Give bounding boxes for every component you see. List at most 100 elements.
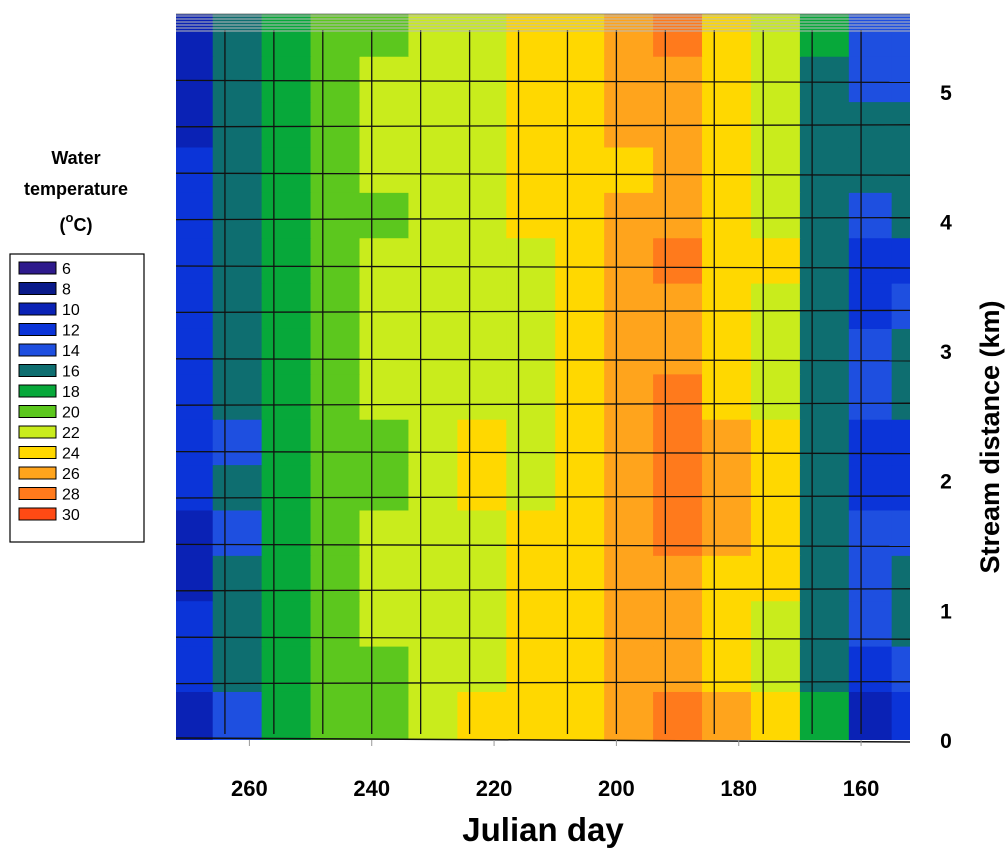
- heatmap-cell: [457, 146, 507, 193]
- heatmap-cell: [359, 283, 410, 329]
- legend-label: 18: [62, 384, 80, 401]
- grid-line-horizontal: [176, 358, 910, 362]
- heatmap-cell: [176, 555, 214, 602]
- heatmap-cell: [653, 56, 703, 103]
- y-tick-label: 0: [940, 730, 952, 753]
- grid-line-horizontal: [176, 216, 910, 221]
- legend-swatch: [18, 405, 57, 418]
- heatmap-cell: [891, 555, 910, 602]
- heatmap-cell: [310, 419, 361, 466]
- heatmap-cell: [506, 192, 556, 239]
- heatmap-cell: [212, 146, 263, 193]
- heatmap-cell: [506, 237, 556, 284]
- heatmap-cell: [799, 146, 850, 193]
- legend-label: 6: [62, 261, 71, 278]
- heatmap-cell: [261, 56, 312, 103]
- legend-label: 22: [62, 425, 80, 442]
- heatmap-cell: [750, 373, 801, 420]
- heatmap-cell: [555, 509, 605, 556]
- legend-swatch: [18, 487, 57, 500]
- heatmap-cell: [212, 509, 263, 556]
- heatmap-cell: [261, 509, 312, 556]
- heatmap-cell: [176, 646, 214, 692]
- heatmap-cell: [750, 14, 801, 57]
- heatmap-cell: [176, 691, 214, 740]
- heatmap-cell: [653, 509, 703, 556]
- legend-title-line2: temperature: [24, 179, 128, 199]
- heatmap-cell: [359, 555, 410, 602]
- heatmap-cell: [555, 283, 605, 329]
- heatmap-cell: [891, 509, 910, 556]
- heatmap-cell: [891, 646, 910, 692]
- grid-line-horizontal: [176, 680, 910, 685]
- heatmap-cell: [555, 146, 605, 193]
- heatmap-cell: [457, 509, 507, 556]
- heatmap-cell: [604, 509, 654, 556]
- heatmap-cell: [310, 101, 361, 148]
- heatmap-cell: [310, 373, 361, 420]
- heatmap-cell: [506, 328, 556, 375]
- heatmap-cell: [212, 464, 263, 511]
- heatmap-cell: [359, 691, 410, 740]
- heatmap-cell: [848, 646, 893, 692]
- heatmap-cell: [506, 555, 556, 602]
- heatmap-cell: [408, 555, 458, 602]
- heatmap-cell: [848, 146, 893, 193]
- heatmap-cell: [799, 56, 850, 103]
- legend-swatch: [18, 425, 57, 439]
- heatmap-cell: [408, 237, 458, 284]
- heatmap-cell: [176, 419, 214, 466]
- heatmap-cell: [799, 237, 850, 284]
- heatmap-cell: [604, 283, 654, 329]
- heatmap-cell: [408, 509, 458, 556]
- heatmap-cell: [408, 373, 458, 420]
- heatmap-cell: [408, 691, 458, 740]
- heatmap-cell: [176, 328, 214, 375]
- heatmap-cell: [176, 56, 214, 103]
- heatmap-cell: [702, 146, 752, 193]
- heatmap-cell: [653, 14, 703, 57]
- heatmap-cell: [750, 600, 801, 647]
- heatmap-cell: [848, 14, 893, 57]
- heatmap-cell: [506, 509, 556, 556]
- heatmap-cell: [457, 691, 507, 740]
- heatmap-cell: [799, 555, 850, 602]
- heatmap-cell: [176, 600, 214, 647]
- legend-swatch: [18, 343, 57, 357]
- heatmap-cell: [457, 646, 507, 692]
- heatmap-cell: [359, 373, 410, 420]
- legend: 6 8 10 12 14 16 18 20 22 24 26 28 30: [9, 253, 145, 543]
- heatmap-cell: [848, 691, 893, 740]
- heatmap-cell: [310, 509, 361, 556]
- heatmap-cell: [261, 600, 312, 647]
- heatmap-cell: [359, 146, 410, 193]
- heatmap-cell: [702, 283, 752, 329]
- legend-label: 20: [62, 405, 80, 422]
- heatmap-cell: [506, 101, 556, 148]
- heatmap-cell: [506, 600, 556, 647]
- grid-line-horizontal: [176, 543, 910, 548]
- heatmap-cell: [604, 600, 654, 647]
- heatmap-cell: [310, 555, 361, 602]
- heatmap-cell: [702, 373, 752, 420]
- heatmap-cell: [359, 509, 410, 556]
- y-tick-label: 3: [940, 341, 952, 364]
- heatmap-cell: [261, 14, 312, 57]
- legend-swatch: [18, 364, 57, 377]
- heatmap-cell: [891, 283, 910, 329]
- heatmap-cell: [848, 464, 893, 511]
- heatmap-cell: [261, 691, 312, 740]
- heatmap-cell: [799, 14, 850, 57]
- heatmap-cell: [176, 14, 214, 57]
- heatmap-cell: [653, 192, 703, 239]
- grid-line-horizontal: [176, 402, 910, 406]
- heatmap-cell: [702, 419, 752, 466]
- x-tick-label: 240: [353, 776, 390, 801]
- heatmap-cell: [653, 555, 703, 602]
- legend-swatch: [18, 261, 57, 275]
- heatmap-cell: [212, 237, 263, 284]
- heatmap-cell: [653, 464, 703, 511]
- legend-label: 12: [62, 323, 80, 340]
- heatmap-cell: [750, 328, 801, 375]
